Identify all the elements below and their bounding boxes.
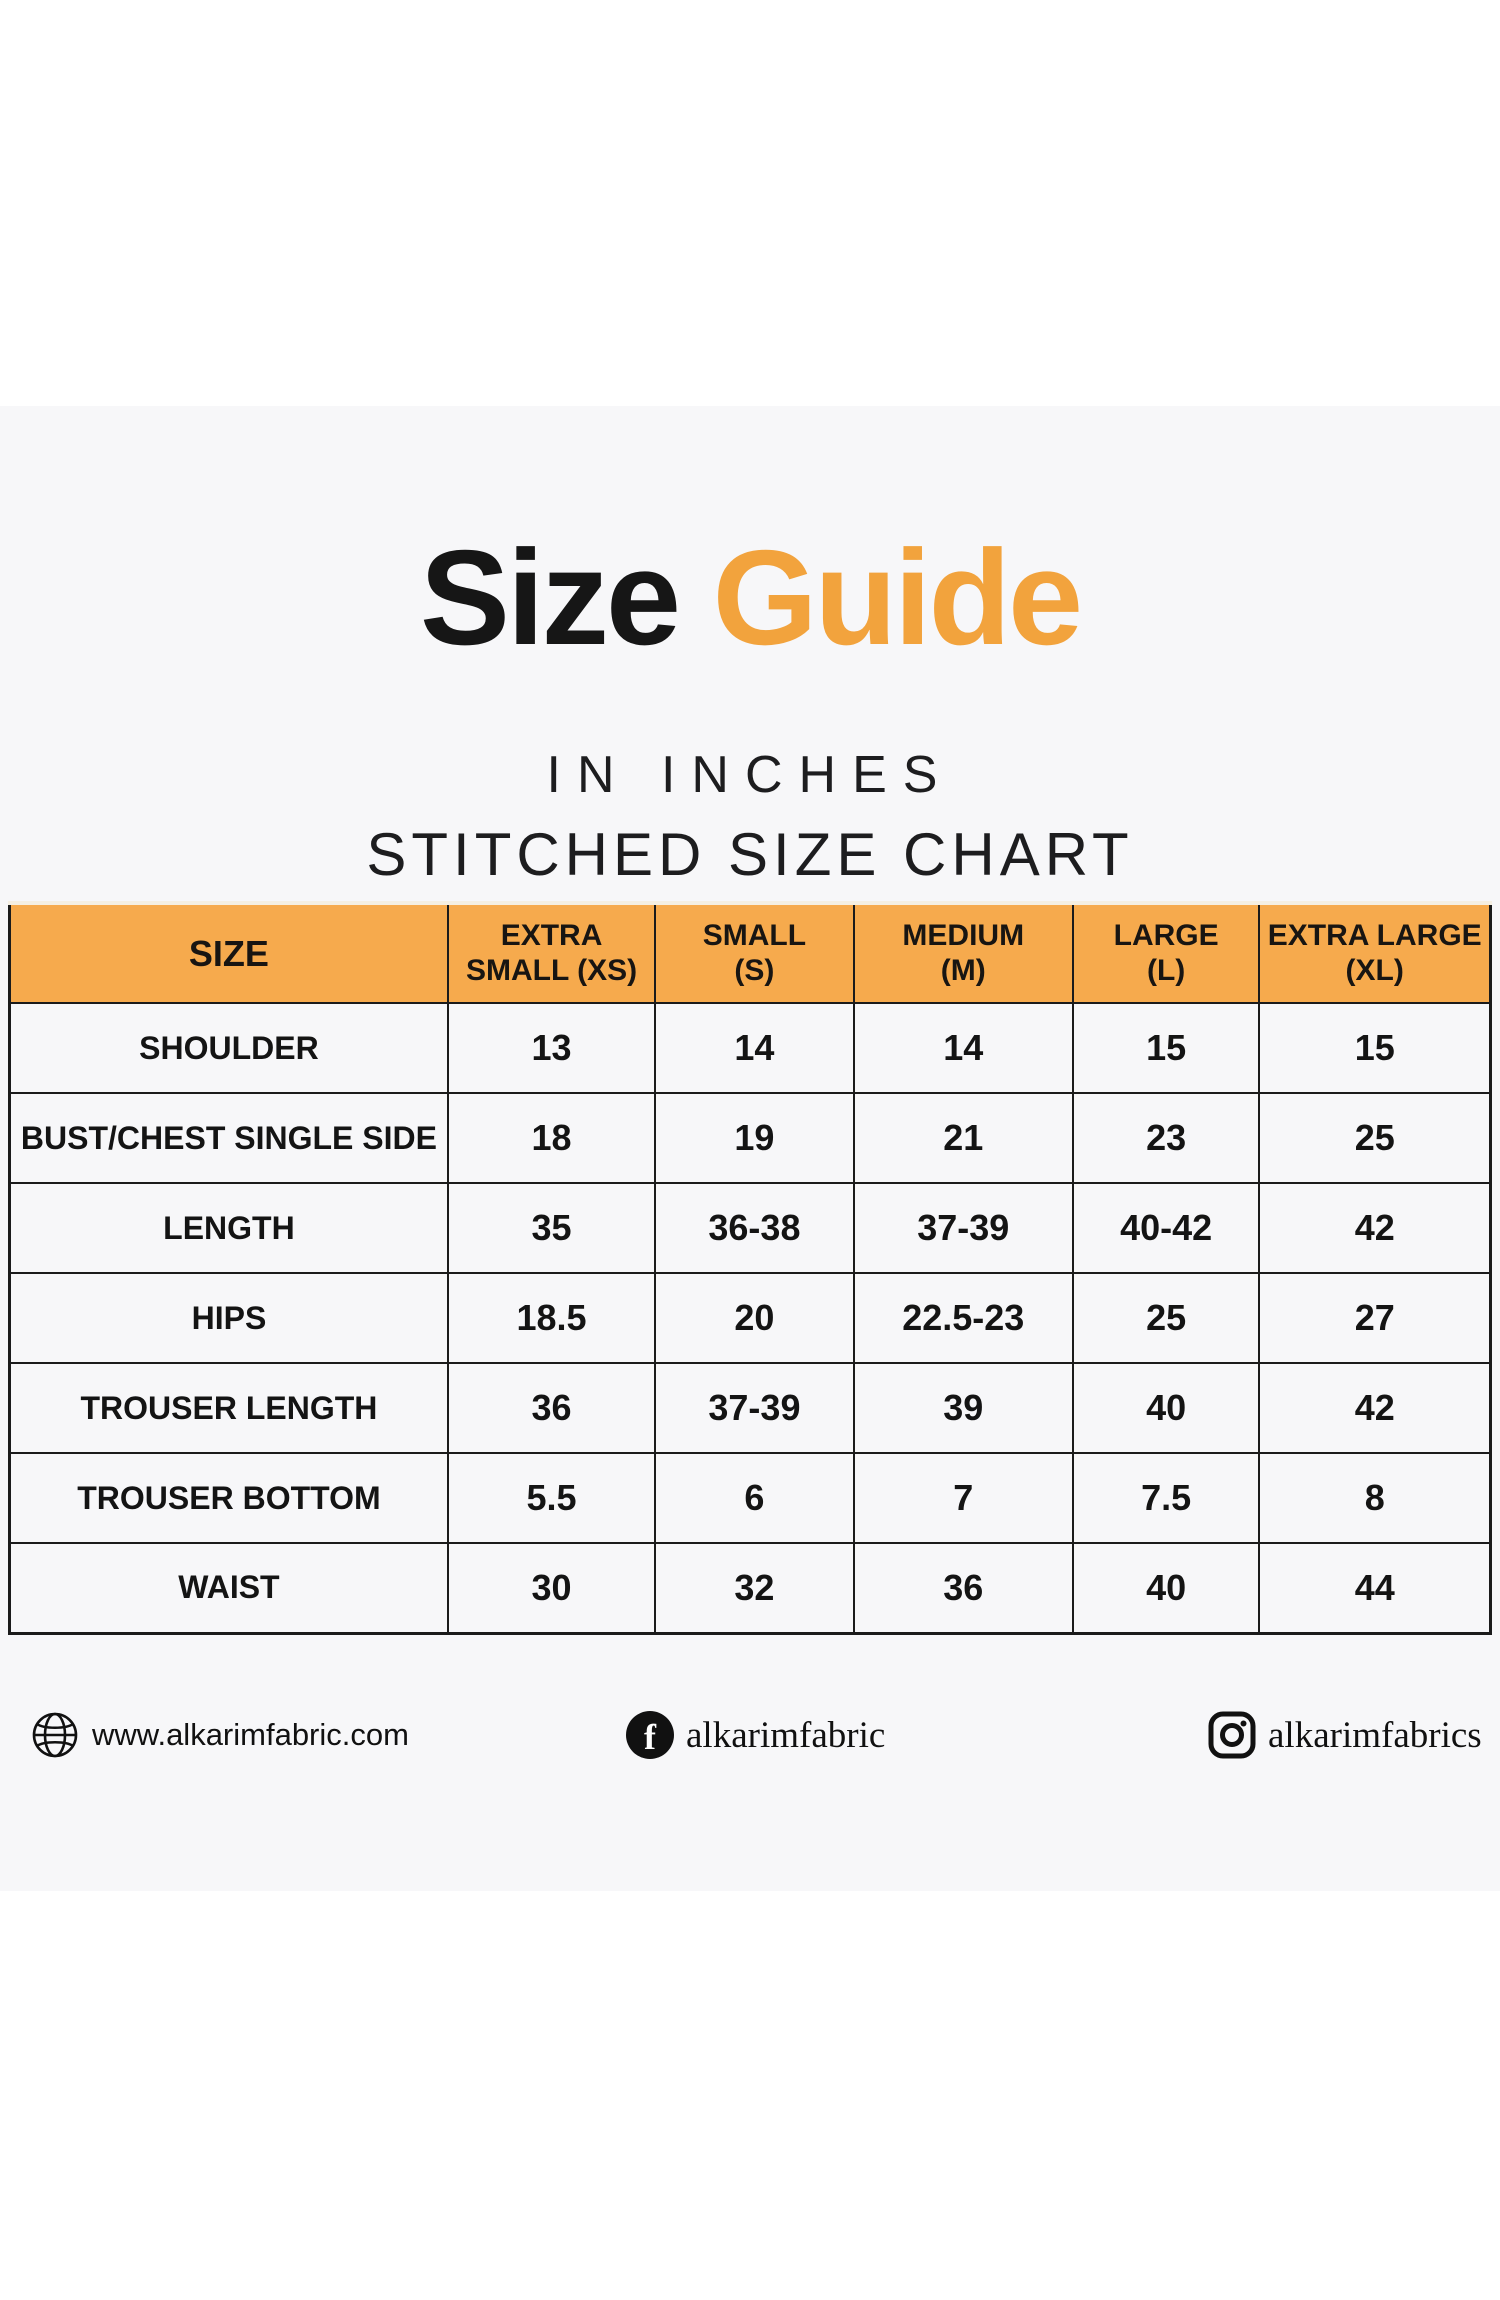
header-cell-m: MEDIUM (M) <box>852 901 1074 1004</box>
cell-value: 37-39 <box>852 1182 1074 1274</box>
subtitle-in-inches: IN INCHES <box>546 746 954 804</box>
table-row-length: LENGTH 35 36-38 37-39 40-42 42 <box>8 1182 1492 1274</box>
cell-value: 27 <box>1258 1272 1492 1364</box>
cell-value: 5.5 <box>446 1452 657 1544</box>
cell-value: 20 <box>654 1272 855 1364</box>
title-word-size: Size <box>419 522 681 673</box>
table-row-shoulder: SHOULDER 13 14 14 15 15 <box>8 1002 1492 1094</box>
header-cell-xs: EXTRA SMALL (XS) <box>446 901 657 1004</box>
row-label: LENGTH <box>8 1182 449 1274</box>
page-title: Size Guide <box>0 530 1500 665</box>
cell-value: 19 <box>654 1092 855 1184</box>
cell-value: 40 <box>1071 1362 1261 1454</box>
header-cell-size: SIZE <box>8 901 449 1004</box>
website-url: www.alkarimfabric.com <box>92 1717 409 1752</box>
cell-value: 14 <box>654 1002 855 1094</box>
cell-value: 18 <box>446 1092 657 1184</box>
row-label: SHOULDER <box>8 1002 449 1094</box>
cell-value: 6 <box>654 1452 855 1544</box>
table-row-trouser-length: TROUSER LENGTH 36 37-39 39 40 42 <box>8 1362 1492 1454</box>
instagram-handle: alkarimfabrics <box>1268 1714 1482 1756</box>
table-row-trouser-bottom: TROUSER BOTTOM 5.5 6 7 7.5 8 <box>8 1452 1492 1544</box>
footer-website: www.alkarimfabric.com <box>30 1703 409 1767</box>
instagram-icon <box>1208 1711 1256 1759</box>
cell-value: 25 <box>1258 1092 1492 1184</box>
footer-instagram: alkarimfabrics <box>1208 1703 1482 1767</box>
cell-value: 40-42 <box>1071 1182 1261 1274</box>
cell-value: 40 <box>1071 1542 1261 1634</box>
cell-value: 42 <box>1258 1182 1492 1274</box>
cell-value: 21 <box>852 1092 1074 1184</box>
cell-value: 18.5 <box>446 1272 657 1364</box>
title-space <box>678 522 713 673</box>
cell-value: 25 <box>1071 1272 1261 1364</box>
cell-value: 39 <box>852 1362 1074 1454</box>
header-cell-s: SMALL (S) <box>654 901 855 1004</box>
cell-value: 7 <box>852 1452 1074 1544</box>
table-row-hips: HIPS 18.5 20 22.5-23 25 27 <box>8 1272 1492 1364</box>
table-row-bust-chest: BUST/CHEST SINGLE SIDE 18 19 21 23 25 <box>8 1092 1492 1184</box>
table-row-waist: WAIST 30 32 36 40 44 <box>8 1542 1492 1634</box>
cell-value: 30 <box>446 1542 657 1634</box>
table-header-row: SIZE EXTRA SMALL (XS) SMALL (S) MEDIUM (M) … <box>8 901 1492 1004</box>
cell-value: 36-38 <box>654 1182 855 1274</box>
title-word-guide: Guide <box>712 522 1084 673</box>
footer-facebook: f alkarimfabric <box>626 1703 885 1767</box>
globe-icon <box>30 1710 80 1760</box>
cell-value: 36 <box>852 1542 1074 1634</box>
row-label: TROUSER LENGTH <box>8 1362 449 1454</box>
cell-value: 7.5 <box>1071 1452 1261 1544</box>
header-cell-xl: EXTRA LARGE (XL) <box>1258 901 1492 1004</box>
cell-value: 44 <box>1258 1542 1492 1634</box>
row-label: BUST/CHEST SINGLE SIDE <box>8 1092 449 1184</box>
subtitle-stitched-size-chart: STITCHED SIZE CHART <box>366 821 1134 888</box>
cell-value: 35 <box>446 1182 657 1274</box>
cell-value: 15 <box>1071 1002 1261 1094</box>
cell-value: 15 <box>1258 1002 1492 1094</box>
cell-value: 8 <box>1258 1452 1492 1544</box>
cell-value: 13 <box>446 1002 657 1094</box>
facebook-icon: f <box>626 1711 674 1759</box>
cell-value: 22.5-23 <box>852 1272 1074 1364</box>
row-label: TROUSER BOTTOM <box>8 1452 449 1544</box>
row-label: HIPS <box>8 1272 449 1364</box>
header-cell-l: LARGE (L) <box>1071 901 1261 1004</box>
cell-value: 14 <box>852 1002 1074 1094</box>
facebook-handle: alkarimfabric <box>686 1714 886 1756</box>
cell-value: 42 <box>1258 1362 1492 1454</box>
row-label: WAIST <box>8 1542 449 1634</box>
cell-value: 37-39 <box>654 1362 855 1454</box>
cell-value: 23 <box>1071 1092 1261 1184</box>
cell-value: 32 <box>654 1542 855 1634</box>
cell-value: 36 <box>446 1362 657 1454</box>
size-chart-table: SIZE EXTRA SMALL (XS) SMALL (S) MEDIUM (M) … <box>8 901 1492 1635</box>
